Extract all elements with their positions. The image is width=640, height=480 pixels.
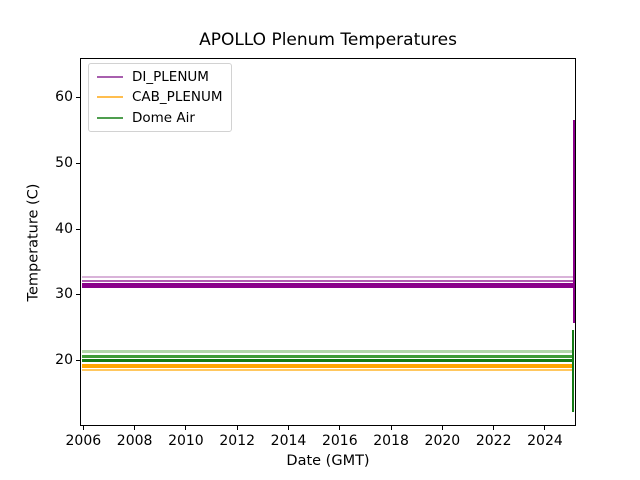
x-axis-label: Date (GMT) bbox=[286, 453, 370, 469]
di-plenum-line-sample-icon bbox=[97, 76, 123, 79]
x-tick-label: 2008 bbox=[116, 433, 153, 449]
y-tick-label: 30 bbox=[55, 286, 73, 303]
x-tick-label: 2012 bbox=[219, 433, 256, 449]
cab-plenum-line-sample-icon bbox=[97, 96, 123, 99]
x-tick-mark bbox=[339, 426, 341, 430]
y-tick-label: 60 bbox=[55, 88, 73, 105]
x-tick-label: 2010 bbox=[168, 433, 204, 449]
y-tick-mark bbox=[76, 360, 80, 362]
y-axis-label: Temperature (C) bbox=[25, 183, 42, 302]
series-dome-air-end-spike bbox=[571, 329, 574, 413]
series-dome-air-envelope-line bbox=[82, 349, 574, 354]
legend-item-cab-plenum: CAB_PLENUM bbox=[97, 87, 231, 107]
legend-label-cab-plenum: CAB_PLENUM bbox=[132, 89, 223, 106]
x-tick-mark bbox=[82, 426, 84, 430]
y-tick-mark bbox=[76, 228, 80, 230]
series-cab-plenum-envelope-line bbox=[82, 368, 574, 371]
x-tick-label: 2018 bbox=[373, 433, 409, 449]
x-tick-label: 2014 bbox=[270, 433, 307, 449]
chart-title: APOLLO Plenum Temperatures bbox=[199, 30, 457, 50]
x-tick-mark bbox=[441, 426, 443, 430]
x-tick-label: 2006 bbox=[65, 433, 102, 449]
x-tick-label: 2024 bbox=[527, 433, 563, 449]
x-tick-mark bbox=[288, 426, 289, 430]
legend-item-di-plenum: DI_PLENUM bbox=[97, 67, 231, 87]
x-tick-mark bbox=[134, 426, 136, 430]
dome-air-line-sample-icon bbox=[97, 116, 123, 119]
series-di-plenum-envelope-line bbox=[82, 279, 575, 282]
legend-label-di-plenum: DI_PLENUM bbox=[132, 69, 209, 86]
legend-label-dome-air: Dome Air bbox=[132, 109, 195, 126]
x-tick-label: 2016 bbox=[321, 433, 358, 449]
x-tick-mark bbox=[236, 426, 238, 430]
y-tick-mark bbox=[76, 294, 80, 296]
series-di-plenum-end-spike bbox=[573, 119, 576, 324]
x-tick-mark bbox=[185, 426, 187, 430]
legend: DI_PLENUM CAB_PLENUM Dome Air bbox=[88, 63, 232, 132]
y-tick-mark bbox=[76, 162, 80, 164]
legend-item-dome-air: Dome Air bbox=[97, 108, 231, 128]
x-tick-label: 2022 bbox=[475, 433, 512, 449]
series-di-plenum-main-line bbox=[82, 283, 575, 289]
y-tick-label: 40 bbox=[55, 220, 73, 237]
y-tick-label: 50 bbox=[55, 154, 73, 171]
series-cab-plenum-main-line bbox=[82, 364, 574, 369]
x-tick-mark bbox=[390, 426, 392, 430]
series-di-plenum-envelope-line bbox=[82, 276, 575, 278]
y-tick-mark bbox=[76, 96, 80, 98]
x-tick-mark bbox=[544, 426, 546, 430]
series-dome-air-main-line bbox=[82, 358, 574, 363]
x-tick-label: 2020 bbox=[424, 433, 461, 449]
x-tick-mark bbox=[493, 426, 495, 430]
series-dome-air-envelope-line bbox=[82, 354, 574, 359]
y-tick-label: 20 bbox=[55, 352, 73, 369]
